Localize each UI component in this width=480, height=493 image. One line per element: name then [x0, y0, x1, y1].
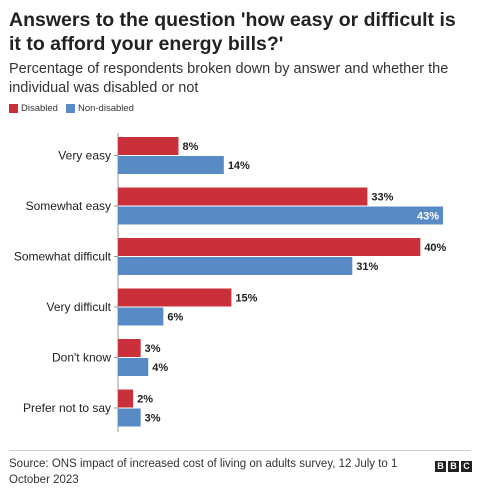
bar-disabled: [118, 187, 368, 206]
category-label: Don't know: [52, 351, 111, 365]
bar-non-disabled: [118, 307, 164, 326]
bar-disabled: [118, 137, 179, 155]
bar-non-disabled: [118, 156, 224, 174]
bbc-logo-letter: B: [435, 461, 446, 472]
legend: Disabled Non-disabled: [9, 103, 142, 114]
data-label-disabled: 40%: [424, 242, 446, 254]
bar-non-disabled: [118, 358, 149, 376]
data-label-disabled: 3%: [145, 343, 161, 355]
bar-disabled: [118, 389, 134, 408]
chart-title: Answers to the question 'how easy or dif…: [9, 9, 456, 55]
data-label-disabled: 15%: [235, 293, 257, 305]
category-label: Very difficult: [47, 300, 112, 314]
data-label-non-disabled: 31%: [356, 261, 378, 273]
legend-swatch-disabled: [9, 104, 18, 113]
bar-non-disabled: [118, 257, 353, 275]
bar-non-disabled: [118, 408, 141, 427]
legend-item-disabled: Disabled: [9, 103, 58, 114]
bar-chart: Very easy 8% 14% Somewhat easy 33% 43% Somewha…: [14, 133, 447, 432]
data-label-non-disabled: 3%: [145, 413, 161, 425]
data-label-disabled: 2%: [137, 394, 153, 406]
legend-label-disabled: Disabled: [21, 103, 58, 114]
data-label-disabled: 33%: [371, 192, 393, 204]
data-label-non-disabled: 4%: [152, 362, 168, 374]
bar-disabled: [118, 288, 232, 307]
chart-subtitle: Percentage of respondents broken down by…: [9, 61, 449, 96]
bbc-logo: B B C: [433, 461, 472, 472]
bbc-logo-letter: B: [448, 461, 459, 472]
category-label: Somewhat difficult: [14, 250, 112, 264]
bbc-logo-letter: C: [461, 461, 472, 472]
data-label-non-disabled: 6%: [167, 312, 183, 324]
footer-divider: [9, 450, 471, 451]
bar-disabled: [118, 238, 421, 256]
source-note: Source: ONS impact of increased cost of …: [9, 458, 398, 486]
category-label: Prefer not to say: [23, 401, 111, 415]
bar-non-disabled: [118, 206, 443, 225]
legend-swatch-non-disabled: [65, 104, 75, 113]
data-label-non-disabled: 14%: [228, 160, 250, 172]
bar-disabled: [118, 339, 141, 357]
category-label: Somewhat easy: [26, 199, 111, 213]
data-label-non-disabled: 43%: [417, 211, 439, 223]
legend-label-non-disabled: Non-disabled: [77, 103, 134, 114]
category-label: Very easy: [58, 149, 111, 163]
legend-item-non-disabled: Non-disabled: [65, 103, 134, 114]
data-label-disabled: 8%: [182, 141, 198, 153]
